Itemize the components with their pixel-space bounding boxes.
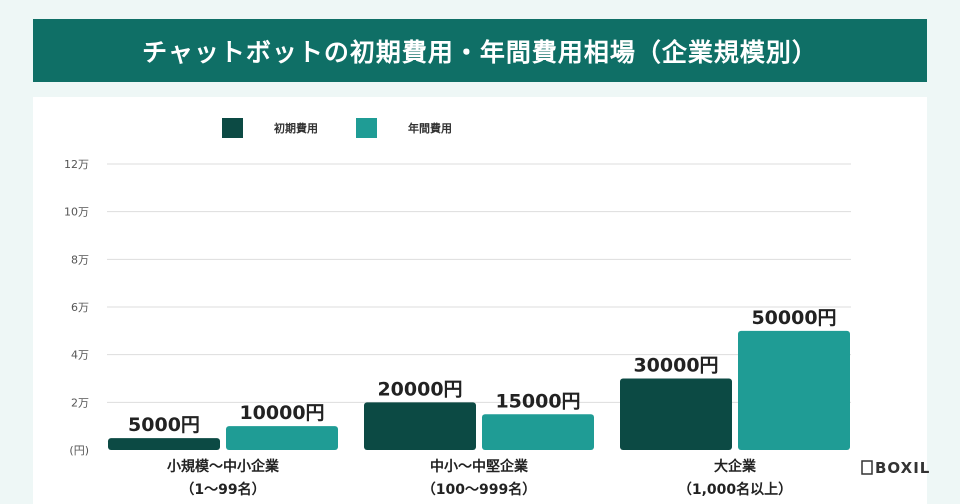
y-tick-label-1: 2万 [71, 396, 89, 409]
legend-label-1: 年間費用 [408, 121, 452, 135]
data-label-0-0: 5000円 [128, 414, 200, 436]
y-tick-label-4: 8万 [71, 253, 89, 266]
legend-swatch-0 [222, 118, 243, 138]
data-label-2-1: 50000円 [751, 307, 836, 329]
bar-0-1 [226, 426, 338, 450]
legend-swatch-1 [356, 118, 377, 138]
title-bar: チャットボットの初期費用・年間費用相場（企業規模別） [33, 19, 927, 82]
x-tick-label-0: 小規模〜中小企業 [167, 458, 280, 475]
bar-1-0 [364, 402, 476, 450]
y-tick-label-3: 6万 [71, 301, 89, 314]
x-tick-sublabel-2: （1,000名以上） [678, 481, 792, 498]
data-label-1-1: 15000円 [495, 390, 580, 412]
y-tick-label-2: 4万 [71, 349, 89, 362]
y-tick-label-6: 12万 [64, 158, 89, 171]
boxil-logo-icon [861, 460, 873, 475]
bar-2-0 [620, 378, 732, 450]
legend-label-0: 初期費用 [274, 121, 318, 135]
bar-0-0 [108, 438, 220, 450]
bar-2-1 [738, 330, 850, 450]
x-tick-label-1: 中小〜中堅企業 [430, 458, 529, 475]
data-label-2-0: 30000円 [633, 355, 718, 377]
x-tick-sublabel-1: （100〜999名） [422, 481, 536, 498]
x-tick-sublabel-0: （1〜99名） [180, 481, 265, 498]
data-label-0-1: 10000円 [239, 402, 324, 424]
page-title: チャットボットの初期費用・年間費用相場（企業規模別） [142, 37, 818, 67]
bar-1-1 [482, 414, 594, 450]
y-tick-label-0: (円) [69, 444, 89, 457]
x-tick-label-2: 大企業 [714, 458, 757, 475]
data-label-1-0: 20000円 [377, 378, 462, 400]
y-tick-label-5: 10万 [64, 206, 89, 219]
watermark-text: BOXIL [875, 459, 930, 477]
